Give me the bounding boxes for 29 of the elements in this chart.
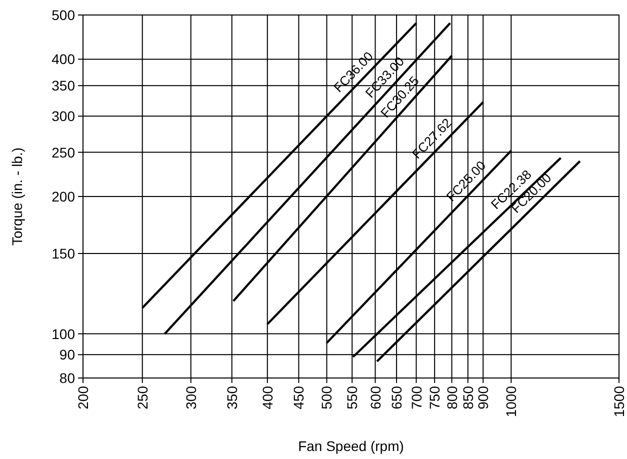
x-tick-label: 700 bbox=[408, 386, 424, 410]
y-tick-label: 400 bbox=[52, 51, 76, 68]
y-tick-label: 150 bbox=[52, 245, 76, 262]
x-tick-label: 900 bbox=[475, 386, 492, 410]
x-tick-label: 800 bbox=[444, 386, 460, 410]
y-tick-label: 80 bbox=[59, 370, 76, 386]
y-axis-title: Torque (in. - lb.) bbox=[9, 147, 25, 246]
y-tick-label: 300 bbox=[52, 108, 76, 124]
y-tick-label: 250 bbox=[52, 144, 76, 160]
x-tick-label: 850 bbox=[460, 386, 476, 410]
x-tick-label: 550 bbox=[344, 386, 360, 410]
x-tick-label: 1000 bbox=[503, 386, 520, 418]
x-tick-label: 650 bbox=[388, 386, 405, 410]
x-axis-title: Fan Speed (rpm) bbox=[298, 438, 404, 454]
x-tick-label: 500 bbox=[318, 386, 335, 410]
x-tick-label: 450 bbox=[290, 386, 307, 410]
x-tick-label: 200 bbox=[75, 386, 91, 410]
x-tick-label: 1500 bbox=[611, 386, 627, 418]
y-tick-label: 100 bbox=[52, 326, 76, 342]
y-tick-label: 500 bbox=[52, 7, 76, 23]
x-tick-label: 600 bbox=[367, 386, 384, 410]
y-tick-label: 90 bbox=[59, 346, 76, 363]
x-tick-label: 250 bbox=[134, 386, 150, 410]
y-tick-label: 200 bbox=[52, 188, 76, 204]
x-tick-label: 400 bbox=[259, 386, 276, 410]
y-tick-label: 350 bbox=[52, 78, 76, 94]
x-tick-label: 750 bbox=[426, 386, 443, 410]
x-tick-label: 300 bbox=[182, 386, 199, 410]
x-tick-label: 350 bbox=[224, 386, 240, 410]
